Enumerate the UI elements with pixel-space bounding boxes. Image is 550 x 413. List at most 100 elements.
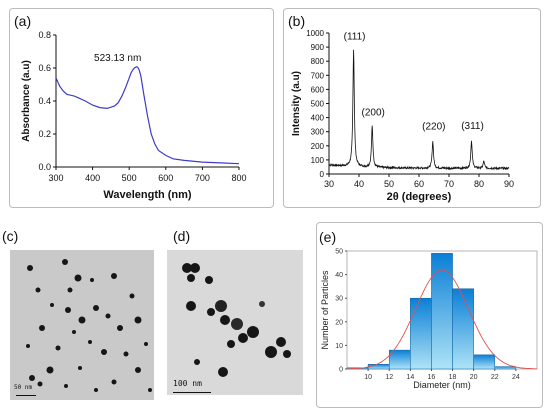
- xrd-x-tick-label: 80: [474, 179, 484, 189]
- uv-y-tick-label: 0.6: [38, 63, 51, 73]
- xrd-x-tick-label: 70: [444, 179, 454, 189]
- tem-particle: [78, 316, 86, 324]
- hist-bar: [410, 297, 432, 370]
- tem-particle: [231, 318, 243, 330]
- tem-particle: [111, 273, 117, 279]
- scalebar-label-c: 50 nm: [14, 384, 33, 391]
- uv-y-tick-label: 0.4: [38, 96, 51, 106]
- tem-particle: [74, 274, 82, 282]
- tem-particle: [218, 367, 228, 377]
- tem-image-c: 50 nm: [10, 250, 154, 400]
- hist-x-tick-label: 24: [512, 374, 520, 381]
- xrd-x-tick-label: 90: [504, 179, 514, 189]
- hist-y-axis-label: Number of Particles: [320, 270, 330, 350]
- hist-bar: [473, 354, 496, 370]
- hist-x-tick-label: 10: [364, 374, 372, 381]
- xrd-y-tick-label: 300: [311, 128, 325, 137]
- tem-particle: [215, 300, 227, 312]
- uv-x-tick-label: 300: [48, 173, 63, 183]
- tem-particle: [220, 315, 230, 325]
- scalebar-label-d: 100 nm: [173, 379, 202, 388]
- uv-x-tick-label: 500: [122, 173, 137, 183]
- hist-bar: [452, 288, 474, 370]
- hist-x-axis-label: Diameter (nm): [413, 380, 471, 390]
- hist-y-tick-label: 30: [335, 296, 343, 303]
- hist-x-tick-label: 20: [470, 374, 478, 381]
- hist-bar: [388, 349, 411, 370]
- tem-particle: [35, 287, 41, 293]
- tem-particle: [94, 388, 98, 392]
- tem-particle: [26, 344, 30, 348]
- xrd-peak-label: (111): [344, 31, 366, 42]
- tem-micrograph-d: [182, 263, 291, 377]
- tem-particle: [46, 366, 54, 374]
- xrd-x-tick-label: 30: [324, 179, 334, 189]
- tem-image-d: 100 nm: [167, 250, 303, 395]
- xrd-x-tick-label: 60: [414, 179, 424, 189]
- histogram-panel: 10 12 14 16 18 20 22 24 0 10 20 30 40 50 Diameter (nm)…: [316, 222, 543, 408]
- tem-particle: [105, 313, 111, 319]
- xrd-x-tick-label: 40: [354, 179, 364, 189]
- xrd-panel: 30 40 50 60 70 80 90 0 100 200 300 400 500 600 700 800 9…: [283, 8, 541, 208]
- xrd-y-tick-label: 800: [311, 57, 325, 66]
- uv-axes: [55, 35, 239, 168]
- uv-peak-annotation: 523.13 nm: [94, 53, 141, 64]
- tem-particle: [37, 381, 43, 387]
- uv-y-tick-label: 0.0: [38, 162, 51, 172]
- hist-y-tick-label: 20: [335, 319, 343, 326]
- tem-particle: [90, 278, 94, 282]
- hist-x-tick-label: 18: [449, 374, 457, 381]
- size-histogram-chart: 10 12 14 16 18 20 22 24 0 10 20 30 40 50 Diameter (nm)…: [320, 249, 538, 390]
- hist-x-tick-label: 22: [491, 374, 499, 381]
- tem-particle: [205, 276, 213, 284]
- panel-label-a: (a): [14, 13, 32, 29]
- xrd-pattern-line: [328, 49, 510, 171]
- tem-particle: [29, 375, 35, 381]
- tem-particle: [190, 263, 200, 273]
- tem-particle: [194, 359, 200, 365]
- uv-absorbance-line: [55, 66, 240, 165]
- tem-particle: [101, 349, 107, 355]
- tem-particle: [259, 301, 265, 307]
- xrd-x-tick-label: 50: [384, 179, 394, 189]
- tem-particle: [276, 337, 286, 347]
- uv-vis-chart: 300 400 500 600 700 800 0.0 0.2 0.4 0.6 0.8 Wavelen…: [21, 30, 247, 201]
- tem-particle: [93, 305, 99, 311]
- panel-label-e: (e): [319, 229, 337, 245]
- panel-label-b: (b): [288, 13, 306, 29]
- tem-particle: [207, 308, 215, 316]
- xrd-y-tick-label: 200: [311, 142, 325, 151]
- uv-y-axis-label: Absorbance (a.u): [21, 60, 32, 142]
- hist-x-tick-label: 12: [385, 374, 393, 381]
- xrd-y-tick-label: 400: [311, 114, 325, 123]
- xrd-chart: 30 40 50 60 70 80 9001002003004005006007008009…: [291, 29, 514, 203]
- tem-particle: [186, 301, 196, 311]
- tem-particle: [129, 293, 135, 299]
- xrd-y-tick-label: 900: [311, 43, 325, 52]
- hist-bar: [494, 366, 517, 370]
- tem-particle: [283, 350, 291, 358]
- tem-particle: [50, 303, 54, 307]
- tem-particle: [88, 340, 92, 344]
- xrd-peak-label: (311): [461, 121, 484, 132]
- tem-particle: [62, 259, 68, 265]
- uv-y-tick-label: 0.8: [38, 30, 51, 40]
- tem-particle: [55, 345, 61, 351]
- tem-particle: [67, 287, 73, 293]
- xrd-y-tick-label: 500: [311, 100, 325, 109]
- tem-particle: [148, 388, 152, 392]
- tem-particle: [144, 342, 148, 346]
- xrd-x-axis-label: 2θ (degrees): [387, 191, 452, 203]
- hist-bar: [431, 253, 453, 370]
- tem-particle: [78, 366, 82, 370]
- tem-particle: [111, 379, 117, 385]
- tem-particle: [27, 265, 33, 271]
- uv-x-axis-label: Wavelength (nm): [103, 189, 192, 201]
- xrd-peak-label: (200): [362, 107, 385, 118]
- tem-particle: [238, 333, 248, 343]
- xrd-y-tick-label: 700: [311, 71, 325, 80]
- xrd-y-tick-label: 0: [320, 170, 325, 179]
- hist-y-tick-label: 40: [335, 272, 343, 279]
- tem-particle: [65, 307, 71, 313]
- hist-x-tick-label: 16: [428, 374, 436, 381]
